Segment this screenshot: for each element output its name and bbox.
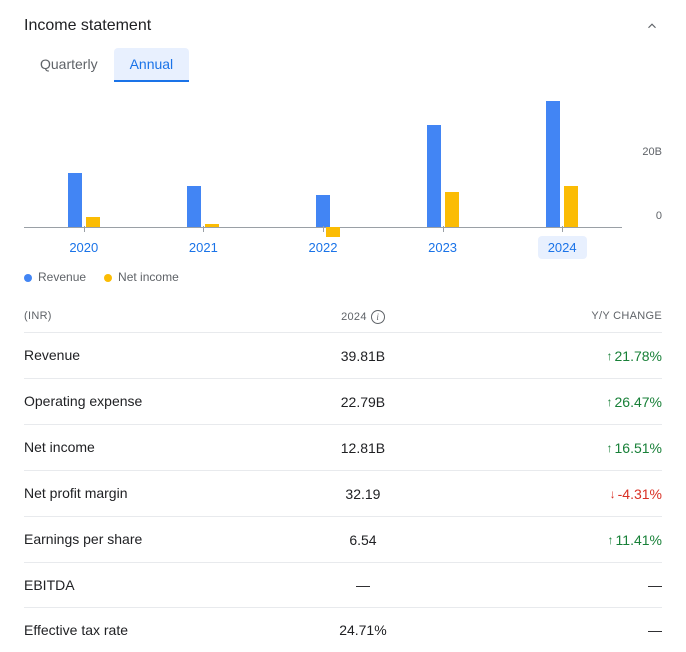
bar-net-income (564, 186, 578, 227)
row-change: ↑26.47% (463, 393, 662, 410)
row-value: 12.81B (263, 439, 462, 456)
row-label: Revenue (24, 347, 263, 364)
row-label: Net income (24, 439, 263, 456)
bar-net-income (205, 224, 219, 227)
row-change: ↑21.78% (463, 347, 662, 364)
chart-x-tick (84, 226, 85, 232)
card-header: Income statement (24, 16, 662, 36)
chart-x-label[interactable]: 2021 (179, 236, 228, 259)
table-row[interactable]: EBITDA—— (24, 562, 662, 607)
legend-dot-net-income (104, 274, 112, 282)
chart-bar-group[interactable] (418, 100, 468, 227)
chart-x-label[interactable]: 2023 (418, 236, 467, 259)
chart-y-tick: 0 (656, 210, 662, 222)
row-value: 6.54 (263, 531, 462, 548)
table-header-year: 2024 i (263, 310, 462, 324)
row-value: 22.79B (263, 393, 462, 410)
chart-bar-group[interactable] (298, 100, 348, 227)
chart-x-tick (562, 226, 563, 232)
row-change: ↓-4.31% (463, 485, 662, 502)
row-change: ↑16.51% (463, 439, 662, 456)
table-header-currency: (INR) (24, 310, 263, 324)
arrow-up-icon: ↑ (607, 395, 613, 409)
bar-revenue (68, 173, 82, 227)
chart-x-label[interactable]: 2024 (538, 236, 587, 259)
bar-net-income (445, 192, 459, 227)
arrow-up-icon: ↑ (607, 441, 613, 455)
row-value: 32.19 (263, 485, 462, 502)
legend-item-revenue: Revenue (24, 270, 86, 284)
bar-revenue (546, 101, 560, 227)
row-value: 24.71% (263, 622, 462, 638)
tab-quarterly[interactable]: Quarterly (24, 48, 114, 82)
row-label: Net profit margin (24, 485, 263, 502)
table-row[interactable]: Revenue39.81B↑21.78% (24, 332, 662, 378)
income-statement-card: Income statement Quarterly Annual 20B 0 2… (0, 0, 686, 652)
chart-bar-group[interactable] (59, 100, 109, 227)
table-header-change: Y/Y CHANGE (463, 310, 662, 324)
legend-dot-revenue (24, 274, 32, 282)
arrow-up-icon: ↑ (608, 533, 614, 547)
table-row[interactable]: Operating expense22.79B↑26.47% (24, 378, 662, 424)
chart-x-tick (323, 226, 324, 232)
chevron-up-icon (645, 19, 659, 33)
table-row[interactable]: Earnings per share6.54↑11.41% (24, 516, 662, 562)
chart-y-axis: 20B 0 (626, 100, 662, 228)
table-row[interactable]: Net income12.81B↑16.51% (24, 424, 662, 470)
table-body: Revenue39.81B↑21.78%Operating expense22.… (24, 332, 662, 652)
chart-y-tick: 20B (642, 146, 662, 158)
chart-legend: Revenue Net income (24, 270, 662, 284)
row-label: Earnings per share (24, 531, 263, 548)
table-header: (INR) 2024 i Y/Y CHANGE (24, 302, 662, 332)
tab-annual[interactable]: Annual (114, 48, 190, 82)
row-label: Effective tax rate (24, 622, 263, 638)
chart-x-label[interactable]: 2022 (299, 236, 348, 259)
legend-item-net-income: Net income (104, 270, 179, 284)
table-row[interactable]: Net profit margin32.19↓-4.31% (24, 470, 662, 516)
bar-revenue (427, 125, 441, 227)
income-chart: 20B 0 2020 2021 2022 2023 2024 (24, 100, 662, 260)
row-label: EBITDA (24, 577, 263, 593)
chart-bar-group[interactable] (537, 100, 587, 227)
row-change: — (463, 577, 662, 593)
bar-revenue (187, 186, 201, 227)
bar-revenue (316, 195, 330, 227)
chart-x-tick (443, 226, 444, 232)
arrow-up-icon: ↑ (607, 349, 613, 363)
info-icon[interactable]: i (371, 310, 385, 324)
table-row[interactable]: Effective tax rate24.71%— (24, 607, 662, 652)
bar-net-income (86, 217, 100, 227)
card-title: Income statement (24, 17, 151, 35)
row-change: ↑11.41% (463, 531, 662, 548)
chart-x-axis: 2020 2021 2022 2023 2024 (24, 234, 622, 260)
chart-plot-area (24, 100, 622, 228)
row-value: 39.81B (263, 347, 462, 364)
arrow-down-icon: ↓ (610, 487, 616, 501)
period-tabs: Quarterly Annual (24, 48, 662, 82)
row-change: — (463, 622, 662, 638)
chart-x-tick (203, 226, 204, 232)
chart-x-label[interactable]: 2020 (59, 236, 108, 259)
collapse-button[interactable] (642, 16, 662, 36)
row-value: — (263, 577, 462, 593)
chart-bar-group[interactable] (178, 100, 228, 227)
row-label: Operating expense (24, 393, 263, 410)
